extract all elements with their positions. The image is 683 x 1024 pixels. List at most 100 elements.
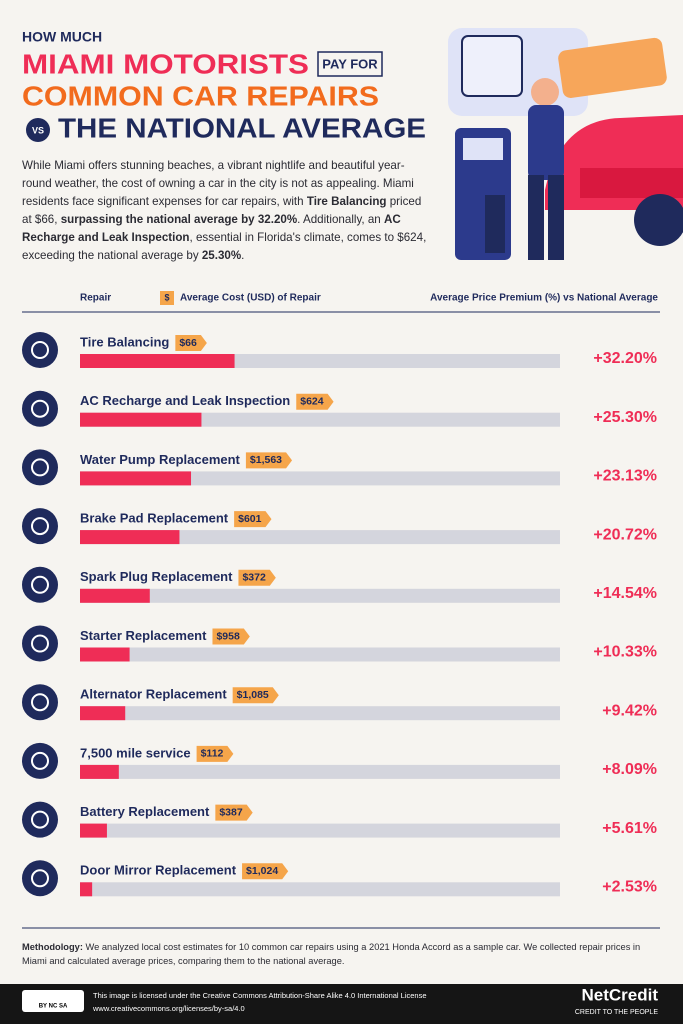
bar [80,530,180,545]
value-label: +10.33% [593,644,657,661]
cost-tag [232,687,279,704]
title-line: HOW MUCH [22,29,102,45]
value-label: +5.61% [602,820,657,837]
intro-run: surpassing the national average by 32.20… [60,213,298,226]
bar-track [80,706,560,721]
repair-icon-detail [31,575,49,594]
repair-icon-detail [31,341,49,359]
bar-track [80,530,560,545]
bar [80,588,150,603]
methodology-text: We analyzed local cost estimates for 10 … [22,942,641,966]
repair-icon-detail [31,810,49,829]
column-header: Average Price Premium (%) vs National Av… [430,293,658,304]
bar-track [80,764,560,779]
cost-tag [245,452,293,469]
bar [80,706,126,721]
intro-run: 25.30% [201,249,242,262]
cost-tag [242,863,289,880]
intro-paragraph: While Miami offers stunning beaches, a v… [22,157,427,265]
repair-name: Alternator Replacement [80,687,227,702]
repair-name: 7,500 mile service [80,745,191,760]
cost-tag [212,628,250,645]
repair-name: Starter Replacement [80,628,207,643]
cc-badge-text: BY NC SA [39,1004,68,1010]
column-header: Repair [80,293,111,304]
repair-icon-detail [31,517,49,536]
repair-icon [22,566,58,603]
cost-label: $1,563 [250,454,282,466]
value-label: +14.54% [593,585,657,602]
bar [80,764,119,779]
cost-label: $624 [300,395,324,407]
repair-name: Brake Pad Replacement [80,511,229,526]
bar [80,354,235,368]
value-label: +32.20% [593,350,657,367]
repair-name: Water Pump Replacement [80,452,241,467]
cost-label: $1,085 [237,689,269,701]
bar-track [80,823,560,838]
bar-track [80,588,560,603]
methodology: Methodology: We analyzed local cost esti… [22,940,662,968]
repair-name: AC Recharge and Leak Inspection [80,393,290,408]
repair-name: Tire Balancing [80,334,169,349]
cost-label: $66 [179,337,197,349]
title-line: COMMON CAR REPAIRS [22,80,379,111]
repair-icon-detail [31,458,49,477]
intro-run: AC Recharge and Leak Inspection [22,213,401,244]
repair-name: Door Mirror Replacement [80,863,237,878]
brand: NetCredit [581,985,658,1004]
repair-icon [22,449,58,486]
cost-label: $601 [238,513,262,525]
bar [80,471,192,486]
cost-icon: $ [164,292,169,302]
license-text: This image is licensed under the Creativ… [93,991,427,1000]
repair-icon [22,390,58,427]
bar-track [80,647,560,662]
value-label: +25.30% [593,409,657,426]
bar-track [80,471,560,486]
value-label: +8.09% [602,761,657,778]
vs-badge [26,118,50,142]
column-header: Average Cost (USD) of Repair [180,293,321,304]
cost-label: $112 [201,748,224,760]
repair-icon-detail [31,751,49,770]
value-label: +20.72% [593,526,657,543]
cost-tag [296,393,334,410]
bar-track [80,882,560,897]
repair-name: Spark Plug Replacement [80,569,233,584]
vs-text: VS [32,125,44,135]
cost-label: $958 [216,630,240,642]
cost-label: $387 [219,806,243,818]
intro-run: While Miami offers stunning beaches, a v… [22,159,414,208]
cost-icon-box [160,291,174,305]
title-line: THE NATIONAL AVERAGE [58,112,426,143]
methodology-label: Methodology: [22,942,83,952]
value-label: +23.13% [593,468,657,485]
repair-icon [22,508,58,545]
repair-icon [22,860,58,897]
bar [80,412,202,427]
bar [80,882,93,897]
cost-tag [234,511,272,528]
value-label: +9.42% [602,702,657,719]
title-tag-box [317,51,383,77]
repair-icon-detail [31,399,49,418]
title-line: MIAMI MOTORISTS [22,48,309,79]
intro-run: priced at $66, [22,195,422,226]
repair-icon-detail [31,693,49,712]
footer-band [0,984,683,1024]
cost-tag [196,745,234,762]
repair-icon [22,625,58,662]
cost-label: $1,024 [246,865,278,877]
illustration [448,28,683,260]
license-url: www.creativecommons.org/licenses/by-sa/4… [92,1004,245,1013]
brand-tagline: CREDIT TO THE PEOPLE [575,1009,658,1016]
title-tag: PAY FOR [322,56,378,71]
intro-run: Tire Balancing [306,195,387,208]
repair-name: Battery Replacement [80,804,210,819]
repair-icon [22,742,58,779]
intro-run: , essential in Florida's climate, comes … [22,231,427,262]
bar [80,647,130,662]
